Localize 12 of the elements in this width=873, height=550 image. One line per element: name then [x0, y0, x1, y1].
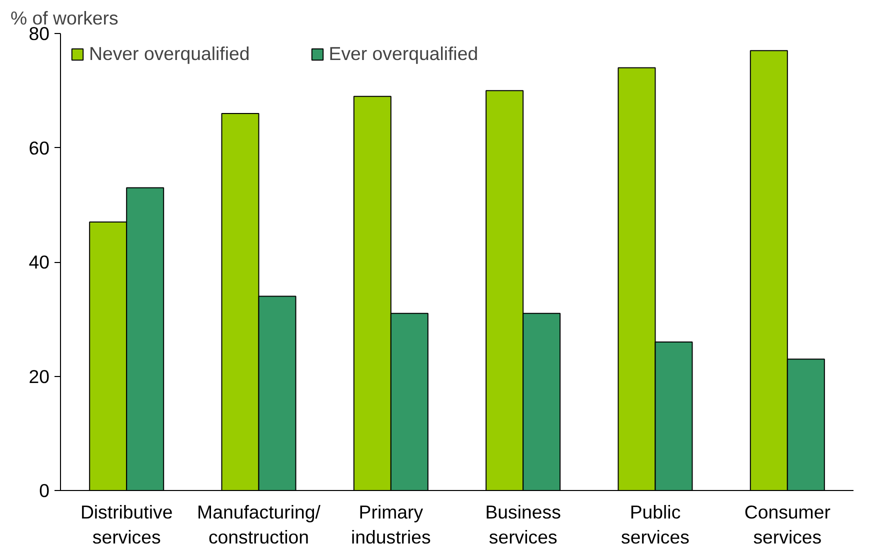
y-tick-label: 60 [28, 137, 50, 158]
x-tick-label: Manufacturing/ construction [197, 502, 322, 548]
x-tick-label: Business services [485, 502, 561, 548]
legend-label: Ever overqualified [328, 43, 478, 65]
x-tick-label: Public services [621, 502, 690, 548]
y-tick-label: 40 [28, 252, 50, 272]
legend-label: Never overqualified [89, 43, 250, 65]
x-tick-label: Consumer services [744, 502, 830, 548]
y-tick-label: 20 [28, 366, 50, 387]
y-tick-label: 0 [39, 480, 50, 501]
x-tick-label: Primary industries [350, 502, 431, 548]
x-tick-label: Distributive services [80, 502, 173, 548]
